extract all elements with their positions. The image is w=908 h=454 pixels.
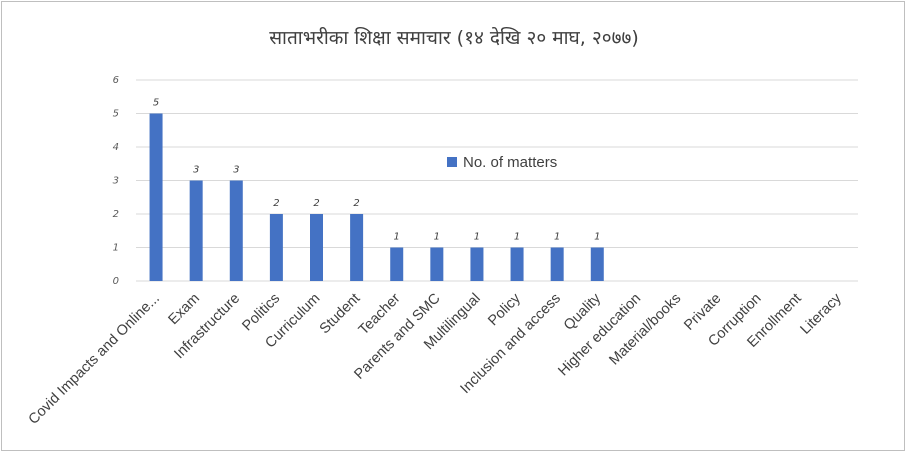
data-label: 1 bbox=[554, 232, 560, 243]
bar bbox=[390, 247, 404, 281]
y-tick-label: 1 bbox=[113, 243, 119, 254]
data-label: 1 bbox=[514, 232, 520, 243]
x-tick-label: Material/books bbox=[606, 291, 684, 369]
bar bbox=[590, 247, 604, 281]
x-tick-label: Exam bbox=[165, 291, 203, 329]
y-tick-label: 3 bbox=[113, 176, 119, 187]
y-tick-label: 6 bbox=[113, 75, 119, 86]
data-labels: 5 3 3 2 2 2 1 1 1 1 1 1 bbox=[153, 98, 601, 243]
data-label: 5 bbox=[153, 98, 159, 109]
bar bbox=[269, 214, 283, 281]
bar bbox=[310, 214, 323, 281]
x-tick-label: Student bbox=[317, 291, 364, 338]
data-label: 1 bbox=[474, 232, 480, 243]
bar bbox=[550, 247, 564, 281]
data-label: 2 bbox=[353, 198, 359, 209]
legend-swatch bbox=[447, 157, 457, 167]
data-label: 3 bbox=[233, 165, 239, 176]
bars bbox=[149, 113, 604, 281]
x-tick-label: Covid Impacts and Online... bbox=[26, 291, 163, 428]
gridlines bbox=[136, 79, 858, 282]
y-tick-label: 5 bbox=[113, 109, 119, 120]
bar bbox=[189, 180, 203, 281]
bar bbox=[149, 113, 163, 281]
bar bbox=[430, 247, 444, 281]
bar bbox=[350, 214, 364, 281]
bar bbox=[510, 247, 524, 281]
data-label: 1 bbox=[434, 232, 440, 243]
data-label: 1 bbox=[594, 232, 600, 243]
x-tick-label: Literacy bbox=[798, 290, 846, 338]
legend-label: No. of matters bbox=[463, 154, 557, 171]
data-label: 2 bbox=[313, 198, 319, 209]
data-label: 1 bbox=[394, 232, 400, 243]
chart-title: साताभरीका शिक्षा समाचार (१४ देखि २० माघ,… bbox=[269, 26, 639, 49]
y-tick-label: 2 bbox=[113, 209, 119, 220]
y-tick-label: 0 bbox=[113, 276, 119, 287]
y-axis-ticks: 0 1 2 3 4 5 6 bbox=[113, 75, 119, 287]
x-axis-ticks: Covid Impacts and Online... ExamInfrastru… bbox=[26, 290, 846, 428]
bar bbox=[229, 180, 243, 281]
legend: No. of matters bbox=[447, 154, 557, 171]
data-label: 2 bbox=[273, 198, 279, 209]
y-tick-label: 4 bbox=[113, 142, 119, 153]
data-label: 3 bbox=[193, 165, 199, 176]
bar bbox=[470, 247, 484, 281]
